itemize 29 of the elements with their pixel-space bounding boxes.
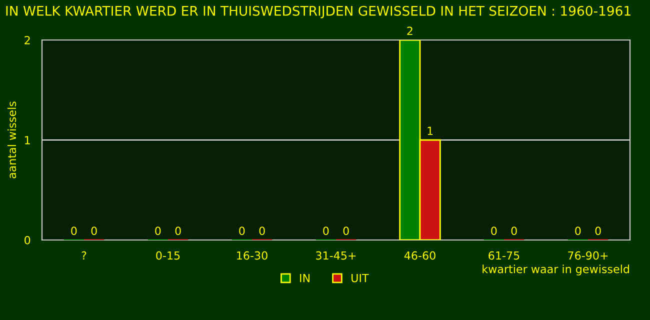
x-tick-label: 76-90+: [568, 251, 608, 260]
x-tick-label: ?: [82, 251, 86, 260]
y-tick-label: 0: [24, 236, 30, 244]
y-axis-title: aantal wissels: [8, 102, 16, 178]
legend-label: IN: [300, 274, 310, 282]
x-tick-label: 16-30: [237, 251, 268, 260]
x-tick-label: 31-45+: [316, 251, 356, 260]
x-tick-label: 0-15: [156, 251, 180, 260]
data-label: 0: [511, 226, 517, 236]
data-label: 0: [155, 226, 161, 236]
data-label: 0: [323, 226, 329, 236]
data-label: 0: [71, 226, 77, 236]
data-label: 0: [343, 226, 349, 236]
data-label: 2: [407, 26, 412, 35]
x-tick-label: 46-60: [404, 251, 436, 260]
legend-label: UIT: [352, 274, 369, 282]
data-label: 1: [428, 126, 433, 135]
x-axis-title: kwartier waar in gewisseld: [482, 264, 629, 276]
x-tick-label: 61-75: [488, 251, 520, 260]
y-tick-label: 1: [25, 136, 30, 144]
data-label: 0: [239, 226, 245, 236]
data-label: 0: [91, 226, 97, 236]
data-label: 0: [491, 226, 497, 236]
data-label: 0: [575, 226, 581, 236]
y-tick-label: 2: [24, 36, 30, 44]
data-label: 0: [595, 226, 601, 236]
data-label: 0: [175, 226, 181, 236]
chart-title: IN WELK KWARTIER WERD ER IN THUISWEDSTRIJDEN GEWISSELD IN HET SEIZOEN : 1960-1961: [6, 6, 630, 18]
data-label: 0: [259, 226, 265, 236]
